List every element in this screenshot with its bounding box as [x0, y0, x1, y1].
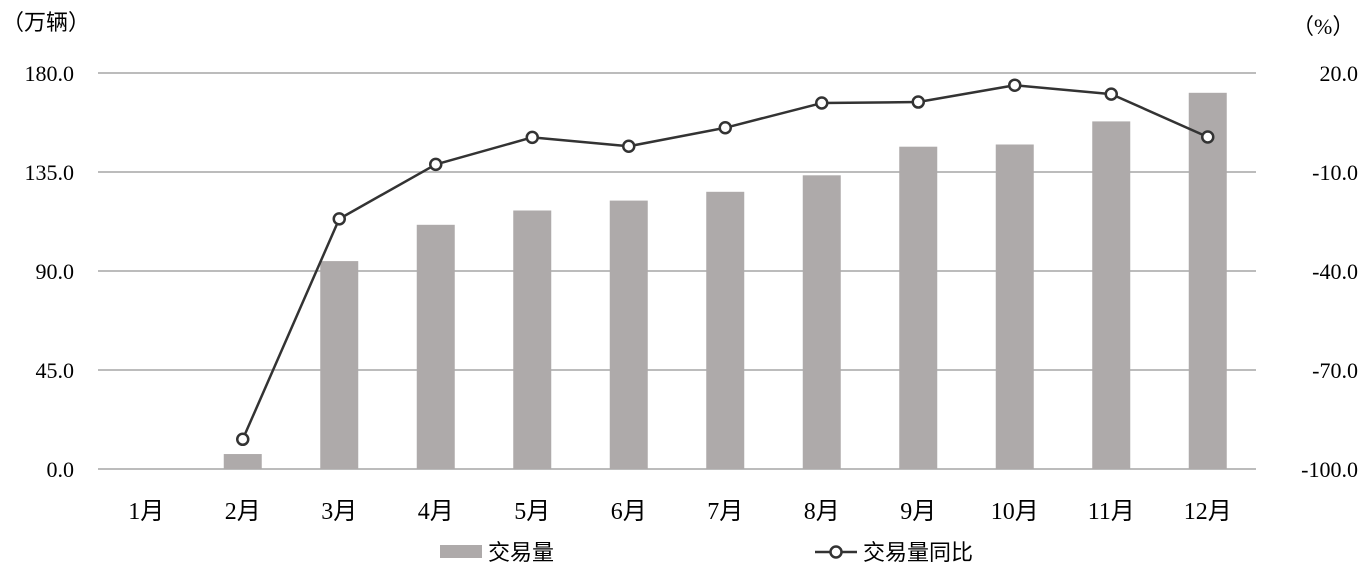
- left-axis-unit: （万辆）: [2, 10, 90, 35]
- bar: [899, 146, 938, 469]
- x-tick-label: 3月: [321, 499, 357, 525]
- bar: [1092, 121, 1131, 470]
- legend-bar-label: 交易量: [488, 540, 554, 565]
- right-axis-ticks: -100.0 -70.0 -40.0 -10.0 20.0: [1301, 61, 1358, 482]
- right-tick-label: 20.0: [1320, 61, 1359, 86]
- line-point: [525, 130, 539, 145]
- right-axis-unit: （%）: [1292, 14, 1354, 39]
- bar: [995, 144, 1034, 469]
- bar: [802, 175, 841, 470]
- line-series: [236, 78, 1215, 447]
- right-tick-label: -100.0: [1301, 457, 1358, 482]
- right-tick-label: -40.0: [1312, 259, 1358, 284]
- bar-series: [223, 92, 1227, 470]
- left-tick-label: 45.0: [36, 358, 75, 383]
- line-point: [429, 157, 443, 172]
- line-point: [622, 139, 636, 154]
- x-tick-label: 2月: [225, 499, 261, 525]
- x-tick-label: 9月: [900, 499, 936, 525]
- bar: [609, 200, 648, 469]
- bar: [706, 191, 745, 470]
- right-tick-label: -70.0: [1312, 358, 1358, 383]
- x-tick-label: 6月: [611, 499, 647, 525]
- x-tick-label: 10月: [991, 499, 1039, 525]
- x-tick-label: 4月: [418, 499, 454, 525]
- legend-line-label: 交易量同比: [863, 540, 973, 565]
- line-point: [332, 212, 346, 226]
- line-point: [1201, 130, 1215, 144]
- x-tick-label: 11月: [1088, 499, 1135, 525]
- right-tick-label: -10.0: [1312, 160, 1358, 185]
- legend-bar-swatch: [440, 545, 482, 558]
- legend-line-marker: [829, 545, 843, 559]
- x-axis-ticks: 1月 2月 3月 4月 5月 6月 7月 8月 9月 10月 11月 12月: [128, 499, 1232, 525]
- line-point: [815, 96, 829, 110]
- x-tick-label: 7月: [707, 499, 743, 525]
- left-tick-label: 0.0: [47, 457, 75, 482]
- gridlines: [98, 72, 1256, 470]
- legend: 交易量 交易量同比: [440, 540, 973, 565]
- line-point: [1008, 78, 1022, 92]
- bar: [513, 210, 552, 469]
- x-tick-label: 1月: [128, 499, 164, 525]
- left-tick-label: 180.0: [25, 61, 75, 86]
- x-tick-label: 5月: [514, 499, 550, 525]
- bar: [416, 224, 455, 469]
- line-point: [236, 432, 250, 447]
- bar: [1188, 92, 1227, 470]
- line-point: [911, 95, 925, 109]
- bar: [223, 454, 262, 469]
- x-tick-label: 12月: [1184, 499, 1232, 525]
- line-point: [718, 121, 732, 135]
- x-tick-label: 8月: [804, 499, 840, 525]
- left-axis-ticks: 0.0 45.0 90.0 135.0 180.0: [25, 61, 75, 482]
- left-tick-label: 90.0: [36, 259, 75, 284]
- left-tick-label: 135.0: [25, 160, 75, 185]
- line-point: [1104, 87, 1118, 101]
- bar: [320, 261, 359, 469]
